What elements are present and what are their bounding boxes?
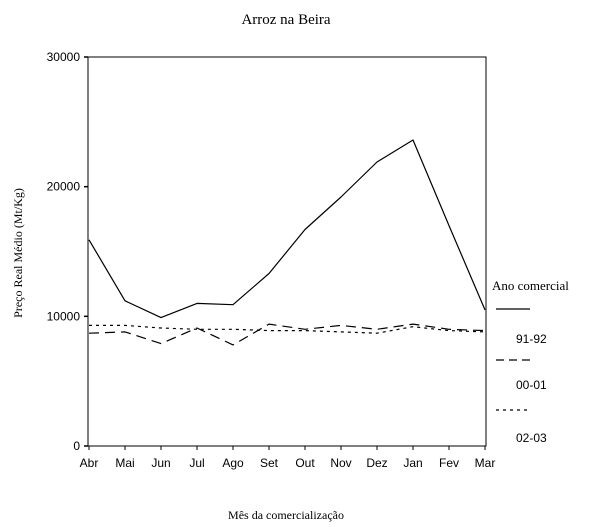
x-axis: Abr Mai Jun Jul Ago Set Out Nov Dez Jan Fev Mar: [80, 446, 496, 470]
legend-label-02-03: 02-03: [516, 431, 547, 445]
legend-title: Ano comercial: [492, 278, 569, 293]
x-axis-label: Mês da comercialização: [228, 508, 344, 522]
y-axis: 0 10000 20000 30000: [47, 50, 88, 453]
x-tick-label: Set: [260, 456, 279, 470]
plot-area-frame: [87, 56, 487, 447]
y-tick-label: 10000: [47, 309, 81, 323]
x-tick-label: Fev: [439, 456, 459, 470]
x-tick-label: Jun: [151, 456, 170, 470]
x-tick-label: Abr: [80, 456, 99, 470]
series-line-02-03: [89, 324, 486, 334]
series-line-91-92: [88, 139, 486, 319]
legend-label-91-92: 91-92: [516, 332, 547, 346]
series-lines: [88, 139, 486, 346]
legend: Ano comercial 91-92 00-01 02-03: [492, 278, 569, 445]
x-tick-label: Mai: [115, 456, 134, 470]
y-tick-label: 0: [73, 439, 80, 453]
x-tick-label: Jan: [403, 456, 422, 470]
y-tick-label: 20000: [47, 180, 81, 194]
legend-label-00-01: 00-01: [516, 378, 547, 392]
chart-title: Arroz na Beira: [241, 12, 330, 28]
series-line-00-01: [88, 323, 486, 346]
x-tick-label: Jul: [189, 456, 204, 470]
x-tick-label: Mar: [475, 456, 496, 470]
y-tick-label: 30000: [47, 50, 81, 64]
x-tick-label: Out: [295, 456, 315, 470]
x-tick-label: Ago: [222, 456, 244, 470]
y-axis-label: Preço Real Médio (Mt/Kg): [11, 188, 25, 318]
x-tick-label: Dez: [366, 456, 387, 470]
x-tick-label: Nov: [330, 456, 351, 470]
